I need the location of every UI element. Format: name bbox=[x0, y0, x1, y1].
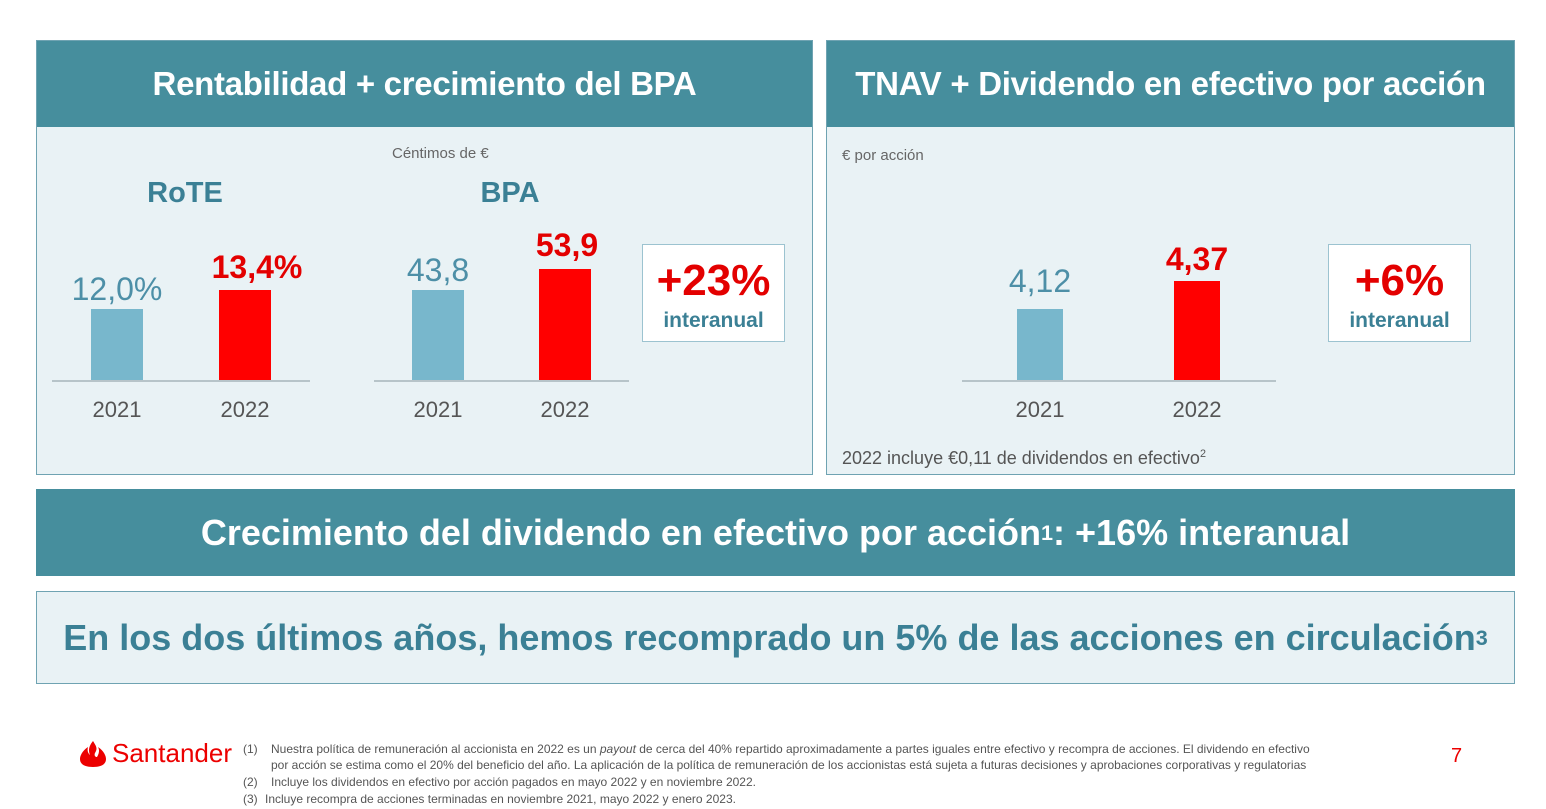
right-growth-box: +6% interanual bbox=[1328, 244, 1471, 342]
rote-value-2022: 13,4% bbox=[211, 249, 303, 285]
footnote-3: (3) Incluye recompra de acciones terminad… bbox=[243, 791, 736, 807]
bpa-value-2021: 43,8 bbox=[406, 252, 470, 288]
banner-text-a: Crecimiento del dividendo en efectivo po… bbox=[200, 511, 1042, 553]
banner2-text: En los dos últimos años, hemos recomprad… bbox=[63, 616, 1476, 658]
left-panel-title: Rentabilidad + crecimiento del BPA bbox=[37, 41, 812, 127]
page-number: 7 bbox=[1451, 745, 1463, 767]
tnav-year-2022: 2022 bbox=[1172, 397, 1222, 422]
dividend-growth-banner: Crecimiento del dividendo en efectivo po… bbox=[36, 489, 1515, 576]
rote-bar-2021 bbox=[91, 309, 143, 380]
bpa-title: BPA bbox=[480, 177, 540, 209]
rote-year-2022: 2022 bbox=[220, 397, 270, 422]
bpa-axis bbox=[374, 380, 629, 382]
rote-year-2021: 2021 bbox=[92, 397, 142, 422]
footnote-3-num: (3) bbox=[243, 792, 258, 806]
left-growth-label: interanual bbox=[663, 309, 764, 332]
footnote-2: (2) Incluye los dividendos en efectivo po… bbox=[243, 774, 756, 790]
bpa-value-2022: 53,9 bbox=[535, 227, 599, 263]
tnav-year-2021: 2021 bbox=[1015, 397, 1065, 422]
footnote-1-text-b: de cerca del 40% repartido aproximadamen… bbox=[635, 742, 1310, 756]
footnote-1-num: (1) bbox=[243, 742, 258, 756]
bpa-bar-2021 bbox=[412, 290, 464, 380]
right-growth-label: interanual bbox=[1349, 309, 1450, 332]
buyback-banner: En los dos últimos años, hemos recomprad… bbox=[36, 591, 1515, 684]
right-unit-label: € por acción bbox=[842, 147, 924, 164]
tnav-axis bbox=[962, 380, 1276, 382]
tnav-bar-2021 bbox=[1017, 309, 1063, 380]
right-panel: TNAV + Dividendo en efectivo por acción … bbox=[826, 40, 1515, 475]
santander-wordmark: Santander bbox=[112, 738, 232, 768]
bpa-bar-2022 bbox=[539, 269, 591, 380]
tnav-bar-2022 bbox=[1174, 281, 1220, 380]
right-growth-pct: +6% bbox=[1354, 256, 1445, 305]
left-growth-pct: +23% bbox=[656, 256, 771, 305]
rote-value-2021: 12,0% bbox=[71, 271, 163, 307]
tnav-value-2022: 4,37 bbox=[1165, 241, 1229, 277]
santander-flame-icon bbox=[80, 740, 106, 767]
footnote-2-text: Incluye los dividendos en efectivo por a… bbox=[271, 775, 756, 789]
santander-logo: Santander bbox=[78, 738, 232, 769]
right-note-text: 2022 incluye €0,11 de dividendos en efec… bbox=[842, 448, 1200, 468]
right-panel-note: 2022 incluye €0,11 de dividendos en efec… bbox=[842, 448, 1206, 469]
left-growth-box: +23% interanual bbox=[642, 244, 785, 342]
left-panel: Rentabilidad + crecimiento del BPA Cénti… bbox=[36, 40, 813, 475]
rote-title: RoTE bbox=[147, 177, 223, 209]
rote-axis bbox=[52, 380, 310, 382]
footnote-1: (1) Nuestra política de remuneración al a… bbox=[243, 741, 1438, 773]
bpa-year-2021: 2021 bbox=[413, 397, 463, 422]
footnote-1-text-c: por acción se estima como el 20% del ben… bbox=[271, 758, 1307, 772]
bpa-year-2022: 2022 bbox=[540, 397, 590, 422]
tnav-value-2021: 4,12 bbox=[1008, 263, 1072, 299]
footnote-2-num: (2) bbox=[243, 775, 258, 789]
right-panel-title: TNAV + Dividendo en efectivo por acción bbox=[827, 41, 1514, 127]
footnote-1-italic: payout bbox=[599, 742, 636, 756]
banner-text-b: : +16% interanual bbox=[1053, 511, 1351, 553]
footnote-1-text-a: Nuestra política de remuneración al acci… bbox=[271, 742, 600, 756]
right-note-sup: 2 bbox=[1199, 448, 1206, 460]
left-unit-label: Céntimos de € bbox=[392, 145, 489, 162]
rote-bar-2022 bbox=[219, 290, 271, 380]
footnote-3-text: Incluye recompra de acciones terminadas … bbox=[265, 792, 736, 806]
